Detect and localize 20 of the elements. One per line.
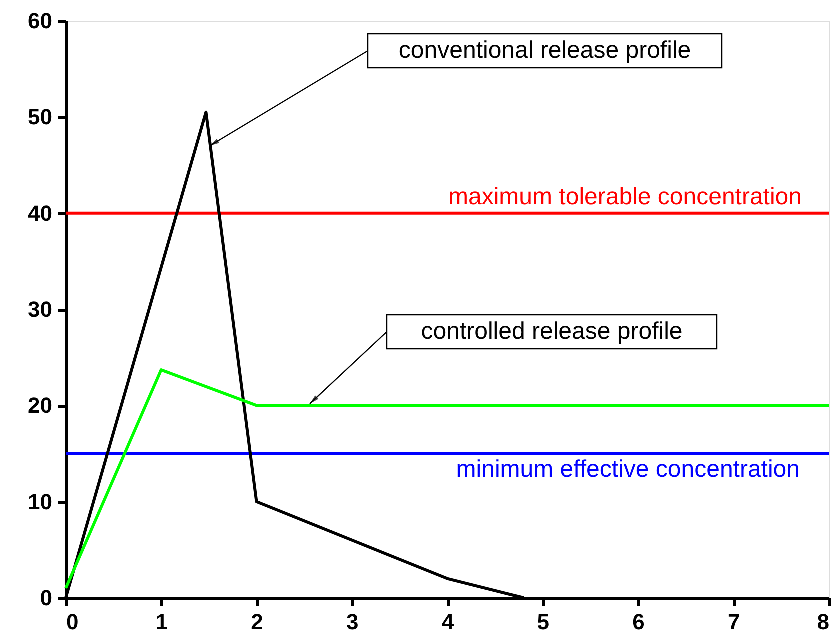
y-tick-label: 50 (28, 104, 52, 130)
x-tick-label: 0 (66, 610, 79, 634)
annotation: controlled release profile (421, 318, 683, 345)
y-tick-label: 10 (28, 489, 52, 514)
ref-line-label: minimum effective concentration (456, 456, 800, 483)
x-tick-label: 3 (346, 610, 359, 634)
x-tick-label: 2 (251, 610, 264, 634)
y-tick-label: 20 (28, 393, 52, 418)
ref-line-label: maximum tolerable concentration (448, 183, 802, 210)
y-tick-label: 0 (40, 586, 52, 610)
y-tick-label: 40 (28, 200, 52, 226)
x-tick-label: 5 (537, 610, 550, 634)
x-tick-label: 7 (728, 610, 740, 634)
x-tick-label: 1 (156, 610, 168, 634)
x-tick-label: 6 (632, 610, 645, 634)
x-tick-label: 4 (442, 610, 455, 634)
annotation: conventional release profile (398, 37, 692, 64)
x-tick-label: 8 (817, 610, 830, 634)
y-tick-label: 60 (28, 8, 52, 34)
y-tick-label: 30 (28, 297, 52, 322)
